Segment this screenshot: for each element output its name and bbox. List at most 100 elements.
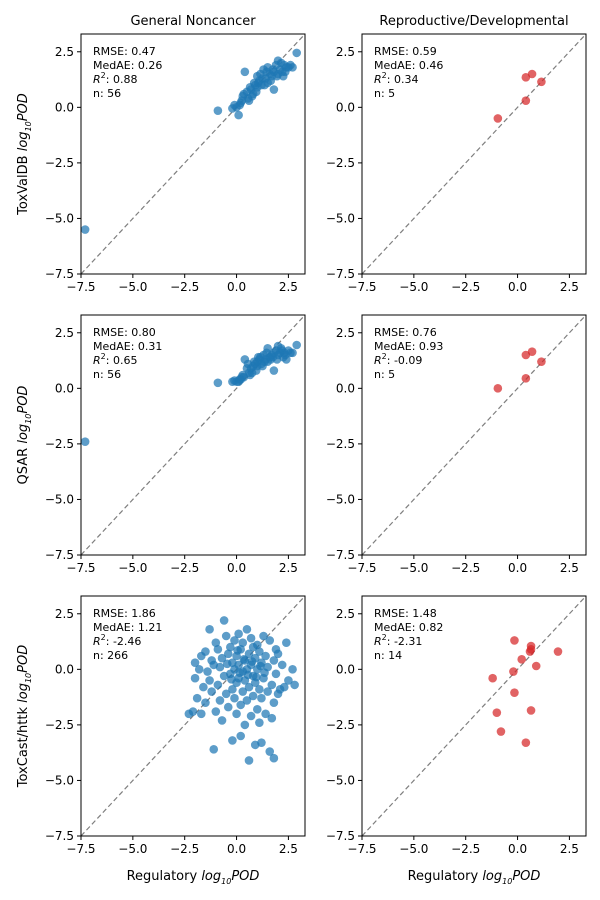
data-point xyxy=(252,705,262,714)
x-tick-label: −7.5 xyxy=(347,842,376,856)
identity-line xyxy=(361,33,587,275)
data-point xyxy=(261,709,270,719)
data-point xyxy=(273,649,283,659)
data-point xyxy=(236,731,246,741)
data-point xyxy=(493,384,503,393)
data-point xyxy=(221,631,231,641)
data-point xyxy=(209,745,219,754)
data-point xyxy=(262,348,271,358)
data-point xyxy=(269,753,279,763)
y-tick-label: 2.5 xyxy=(55,326,74,340)
data-point xyxy=(244,756,254,765)
x-tick-label: 2.5 xyxy=(279,280,298,294)
stat-medae: MedAE: 0.82 xyxy=(374,621,443,634)
plot-frame xyxy=(361,314,587,556)
data-point xyxy=(201,698,210,707)
column-title: General Noncancer xyxy=(130,14,256,29)
y-tick-label: −5.0 xyxy=(45,211,74,225)
data-point xyxy=(219,616,229,625)
x-tick-label: −7.5 xyxy=(66,561,95,575)
y-label-subscript: 10 xyxy=(24,121,33,131)
y-axis-label: ToxCast/httk log10POD xyxy=(16,645,33,788)
r2-value: : -2.31 xyxy=(387,635,423,648)
data-point xyxy=(237,372,247,382)
data-point xyxy=(237,96,247,105)
y-tick-label: −2.5 xyxy=(45,437,74,451)
data-point xyxy=(290,680,299,690)
x-tick-label: −2.5 xyxy=(170,561,199,575)
data-point xyxy=(259,631,268,641)
data-point xyxy=(282,638,291,647)
stat-n: n: 266 xyxy=(93,649,128,662)
stat-medae: MedAE: 1.21 xyxy=(93,621,162,634)
y-tick-label: −2.5 xyxy=(45,156,74,170)
x-axis-label: Regulatory log10POD xyxy=(408,869,541,886)
data-point xyxy=(269,85,279,94)
x-tick-label: 0.0 xyxy=(508,280,527,294)
x-tick-label: −2.5 xyxy=(170,842,199,856)
y-tick-label: 0.0 xyxy=(55,100,74,114)
data-point xyxy=(238,638,248,647)
data-point xyxy=(227,675,236,684)
data-point xyxy=(235,668,244,677)
data-point xyxy=(254,78,263,88)
data-point xyxy=(280,350,290,360)
data-point xyxy=(246,633,256,643)
x-tick-label: 0.0 xyxy=(227,280,246,294)
y-tick-label: 0.0 xyxy=(336,100,355,114)
r2-value: : 0.34 xyxy=(387,73,419,86)
data-point xyxy=(238,687,248,696)
y-tick-label: 0.0 xyxy=(336,662,355,676)
x-tick-label: 2.5 xyxy=(560,561,579,575)
stat-r2: R2: 0.65 xyxy=(93,352,137,367)
y-tick-label: −5.0 xyxy=(45,773,74,787)
y-tick-label: −2.5 xyxy=(45,718,74,732)
r2-symbol: R xyxy=(374,73,382,86)
y-tick-label: −7.5 xyxy=(326,829,355,843)
panel-1-1: −7.5−7.5 −5.0 −5.0 −2.5 −2.5 0.0 0.0 2.5 2.5 RMSE… xyxy=(326,314,587,575)
y-tick-label: 0.0 xyxy=(55,381,74,395)
data-point xyxy=(251,366,261,375)
data-point xyxy=(267,680,277,690)
y-tick-label: 2.5 xyxy=(336,607,355,621)
x-label-log: log xyxy=(201,869,221,884)
x-tick-label: 0.0 xyxy=(227,842,246,856)
stat-r2: R2: 0.88 xyxy=(93,71,137,86)
data-point xyxy=(276,344,286,353)
y-label-main: ToxCast/httk xyxy=(16,703,31,788)
y-tick-label: 0.0 xyxy=(55,662,74,676)
x-label-subscript: 10 xyxy=(221,877,231,886)
panel-1-0: −7.5−7.5 −5.0 −5.0 −2.5 −2.5 0.0 0.0 2.5 2.5 RMSE… xyxy=(45,314,306,575)
data-point xyxy=(215,696,225,705)
plot-frame xyxy=(80,595,306,837)
data-point xyxy=(521,96,531,105)
x-label-pod: POD xyxy=(231,869,259,884)
r2-symbol: R xyxy=(93,73,101,86)
stat-medae: MedAE: 0.26 xyxy=(93,59,162,72)
x-tick-label: 2.5 xyxy=(560,280,579,294)
r2-superscript: 2 xyxy=(382,352,387,361)
column-title: Reproductive/Developmental xyxy=(379,14,568,29)
r2-symbol: R xyxy=(374,354,382,367)
y-tick-label: 2.5 xyxy=(55,607,74,621)
data-point xyxy=(190,658,200,667)
data-point xyxy=(213,680,223,690)
y-tick-label: −5.0 xyxy=(326,773,355,787)
data-point xyxy=(194,665,204,674)
data-point xyxy=(527,347,537,356)
data-point xyxy=(266,76,276,85)
x-tick-label: 2.5 xyxy=(560,842,579,856)
data-point xyxy=(292,340,302,350)
data-point xyxy=(190,673,200,683)
x-tick-label: 0.0 xyxy=(508,842,527,856)
stat-medae: MedAE: 0.93 xyxy=(374,340,443,353)
data-point xyxy=(280,67,290,77)
r2-symbol: R xyxy=(374,635,382,648)
x-tick-label: 2.5 xyxy=(279,842,298,856)
stat-rmse: RMSE: 0.59 xyxy=(374,45,437,58)
y-tick-label: −2.5 xyxy=(326,718,355,732)
data-point xyxy=(234,629,243,639)
data-point xyxy=(269,366,279,375)
y-tick-label: −2.5 xyxy=(326,156,355,170)
y-tick-label: −2.5 xyxy=(326,437,355,451)
